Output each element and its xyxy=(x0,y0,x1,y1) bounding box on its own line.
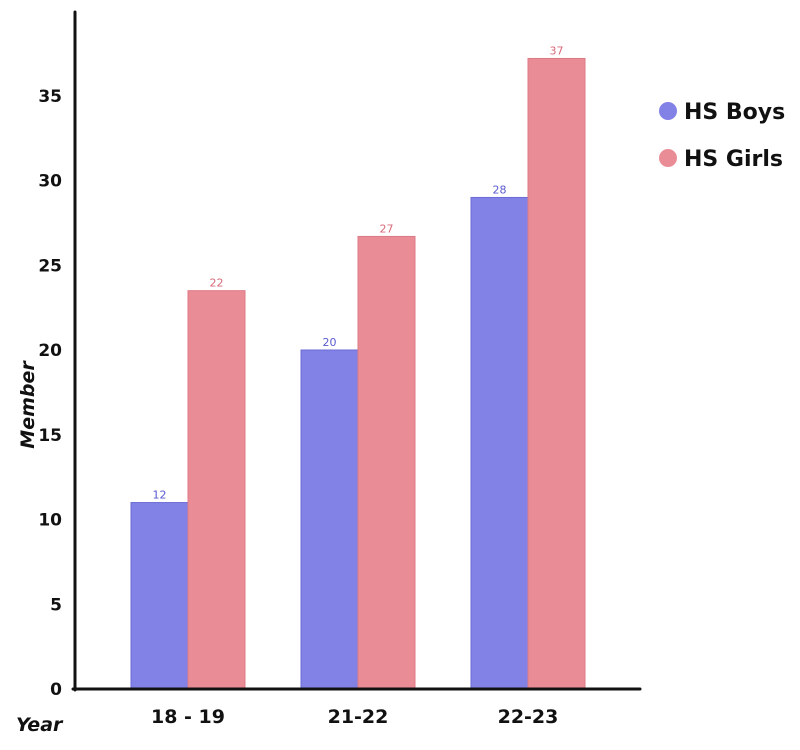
x-axis-title: Year xyxy=(16,714,64,736)
legend: HS Boys HS Girls xyxy=(659,100,785,172)
data-label-hs-boys-0: 12 xyxy=(153,489,167,502)
legend-label-1: HS Girls xyxy=(684,147,783,172)
y-tick-label-35: 35 xyxy=(38,87,62,107)
x-tick-label-2: 22-23 xyxy=(498,706,559,728)
y-tick-label-0: 0 xyxy=(50,680,62,700)
y-tick-label-15: 15 xyxy=(38,426,62,446)
y-tick-label-20: 20 xyxy=(38,341,62,361)
data-labels-layer: 12 20 28 22 27 37 xyxy=(153,44,564,501)
y-tick-labels: 0 5 10 15 20 25 30 35 xyxy=(38,87,62,700)
x-tick-label-1: 21-22 xyxy=(328,706,389,728)
x-tick-labels: 18 - 19 21-22 22-23 xyxy=(151,706,558,728)
legend-label-0: HS Boys xyxy=(684,100,785,125)
legend-marker-0 xyxy=(659,102,677,120)
bar-hs-boys-0 xyxy=(130,502,189,690)
data-label-hs-girls-2: 37 xyxy=(550,44,564,57)
bar-hs-girls-1 xyxy=(357,235,416,690)
bar-hs-girls-2 xyxy=(527,57,586,690)
y-tick-label-25: 25 xyxy=(38,256,62,276)
bar-hs-boys-2 xyxy=(470,196,529,690)
data-label-hs-girls-0: 22 xyxy=(210,277,224,290)
y-axis-title: Member xyxy=(17,360,39,449)
data-label-hs-boys-2: 28 xyxy=(493,183,507,196)
y-tick-label-5: 5 xyxy=(50,595,62,615)
data-label-hs-girls-1: 27 xyxy=(380,222,394,235)
data-label-hs-boys-1: 20 xyxy=(323,336,337,349)
bar-hs-girls-0 xyxy=(187,290,246,690)
y-tick-label-10: 10 xyxy=(38,511,62,531)
bar-hs-boys-1 xyxy=(300,349,359,690)
legend-marker-1 xyxy=(659,149,677,167)
x-tick-label-0: 18 - 19 xyxy=(151,706,225,728)
y-tick-label-30: 30 xyxy=(38,172,62,192)
bars-layer xyxy=(130,57,586,690)
